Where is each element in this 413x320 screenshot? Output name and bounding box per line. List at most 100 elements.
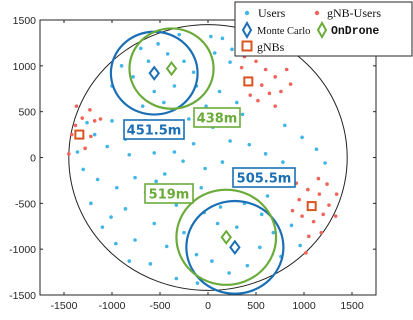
gnb-user-point <box>311 219 316 224</box>
user-point <box>163 172 167 176</box>
radius-label-box <box>232 167 296 188</box>
radius-label-text: 451.5m <box>127 124 182 139</box>
gnb-user-point <box>307 234 311 239</box>
user-point <box>203 166 207 171</box>
y-tick-label: 0 <box>30 153 36 165</box>
user-point <box>228 60 232 64</box>
user-point <box>165 52 170 56</box>
gnb-user-point <box>248 93 253 97</box>
user-point <box>81 167 85 172</box>
gnb-user-point <box>74 104 79 108</box>
user-point <box>191 141 196 146</box>
gnb-marker <box>306 201 317 212</box>
y-tick-label: 1000 <box>13 61 37 73</box>
cell-boundary-layer <box>68 24 348 291</box>
user-point <box>181 159 185 163</box>
user-point <box>323 161 327 165</box>
gnb-user-point <box>263 67 268 72</box>
user-point <box>172 150 177 154</box>
x-tick-label: 0 <box>205 300 211 312</box>
user-point <box>105 144 109 149</box>
user-point <box>283 123 287 128</box>
user-point <box>191 70 196 75</box>
user-point <box>187 117 191 121</box>
x-tick-label: 1000 <box>292 300 316 312</box>
gnb-user-point <box>98 117 103 121</box>
user-point <box>75 150 80 154</box>
gnb-user-point <box>319 230 324 235</box>
gnb-user-point <box>327 203 331 207</box>
x-tick-label: -1500 <box>51 300 78 312</box>
user-point <box>139 46 143 51</box>
y-tick-label: 500 <box>18 107 36 119</box>
gnb-user-point <box>92 119 97 123</box>
gnb-user-point <box>73 123 78 128</box>
ondrone-drone-marker <box>220 229 232 245</box>
user-point <box>146 59 151 64</box>
user-point <box>127 259 132 263</box>
user-point <box>265 194 270 198</box>
user-point <box>133 238 137 242</box>
gnb-user-point <box>67 152 71 156</box>
user-point <box>164 244 169 249</box>
user-point <box>220 36 225 41</box>
legend-gnb-users-marker <box>314 10 320 16</box>
y-tick-label: -1500 <box>9 290 36 302</box>
x-tick-label: -500 <box>149 300 170 312</box>
user-point <box>235 100 239 105</box>
user-point <box>259 212 264 217</box>
user-point <box>227 271 231 275</box>
gnb-user-point <box>290 208 295 213</box>
drone-markers <box>148 60 241 255</box>
gnb-user-point <box>333 214 338 218</box>
user-point <box>230 47 234 52</box>
user-point <box>109 215 113 219</box>
legend-gnbs-label: gNBs <box>257 40 285 54</box>
gnb-user-point <box>284 67 289 72</box>
legend-users-label: Users <box>258 6 286 20</box>
user-point <box>281 160 285 164</box>
axis-ticks: -1500 -1000 -500 0 500 1000 1500 1500 1000 500 0 -5… <box>9 15 376 312</box>
user-point <box>92 132 97 137</box>
monte-carlo-drone-marker <box>148 65 160 81</box>
user-point <box>217 89 222 94</box>
radius-label-box <box>144 183 194 204</box>
x-tick-label: 1500 <box>340 300 364 312</box>
y-tick-label: -1000 <box>9 244 36 256</box>
user-point <box>182 59 186 64</box>
user-point <box>300 135 304 140</box>
user-point <box>240 112 245 117</box>
gnb-user-point <box>267 91 272 96</box>
user-point <box>100 225 105 229</box>
radius-label-box <box>123 119 185 140</box>
gnb-marker <box>243 76 254 87</box>
axes-box <box>39 19 377 296</box>
user-point <box>220 160 225 164</box>
x-tick-label: 500 <box>247 300 265 312</box>
cell-boundary-circle <box>68 24 348 291</box>
gnb-user-point <box>300 214 304 218</box>
ondrone-drone-marker <box>165 60 178 77</box>
gnb-user-point <box>88 108 92 112</box>
gnb-user-point <box>325 182 329 186</box>
user-point <box>271 230 276 235</box>
gnb-user-point <box>256 98 260 103</box>
user-point <box>140 104 145 108</box>
plot-area: 451.5m 438m 519m 505.5m <box>39 19 377 296</box>
user-point <box>162 100 166 105</box>
user-point <box>152 89 157 94</box>
gnb-user-point <box>297 197 302 202</box>
user-point <box>174 203 179 207</box>
radius-label-box <box>193 107 241 128</box>
legend: Users gNB-Users Monte Carlo OnDrone gNBs <box>234 1 413 57</box>
ondrone-coverage-circle <box>128 27 215 110</box>
user-point <box>210 259 214 263</box>
radius-label-text: 519m <box>149 188 190 203</box>
user-point <box>194 252 199 257</box>
x-tick-label: -1000 <box>99 300 126 312</box>
user-point <box>204 104 208 108</box>
user-point <box>174 276 179 281</box>
user-point <box>195 281 200 285</box>
user-point <box>110 119 114 123</box>
